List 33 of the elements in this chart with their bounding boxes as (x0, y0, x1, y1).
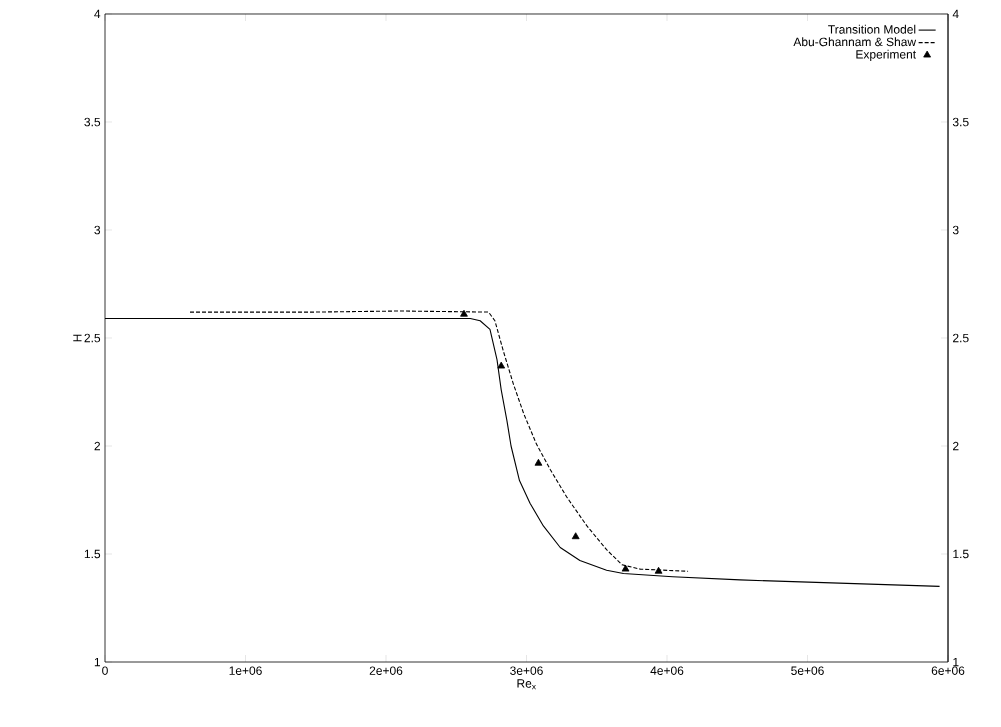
y-tick-label: 1.5 (84, 549, 101, 559)
x-tick-label: 1e+06 (229, 666, 262, 675)
y2-tick-label: 2.5 (953, 333, 969, 343)
point (621, 564, 630, 572)
point (571, 532, 580, 540)
y-tick-label: 4 (94, 9, 101, 19)
x-tick-label: 5e+06 (791, 666, 824, 675)
x-tick-label: 0 (102, 666, 108, 675)
y2-tick-label: 3 (952, 225, 959, 235)
y2-tick-label: 1 (953, 657, 959, 667)
line-series (189, 310, 689, 572)
y-tick-label: 2 (94, 441, 101, 451)
y-axis-title: H (73, 334, 82, 342)
legend-label: Experiment (856, 49, 916, 61)
x-tick-label: 6e+06 (931, 666, 965, 675)
y2-tick-label: 4 (952, 9, 959, 19)
x-axis-title: Re$_{x}$ (517, 679, 536, 690)
y-tick-label: 3.5 (84, 117, 101, 127)
x-tick-label: 3e+06 (510, 666, 543, 675)
y2-tick-label: 1.5 (953, 549, 969, 559)
legend-label: Transition Model (828, 24, 916, 34)
legend-label: Abu-Ghannam & Shaw (793, 37, 917, 47)
x-tick-label: 4e+06 (650, 666, 684, 675)
point (460, 309, 468, 317)
point (497, 361, 506, 369)
y-tick-label: 2.5 (84, 333, 101, 343)
y2-tick-label: 2 (953, 441, 959, 451)
y2-tick-label: 3.5 (952, 117, 969, 127)
y-tick-label: 1 (94, 657, 101, 667)
point (534, 458, 543, 466)
point (654, 566, 663, 574)
y-tick-label: 3 (94, 225, 101, 235)
x-tick-label: 2e+06 (369, 666, 403, 675)
